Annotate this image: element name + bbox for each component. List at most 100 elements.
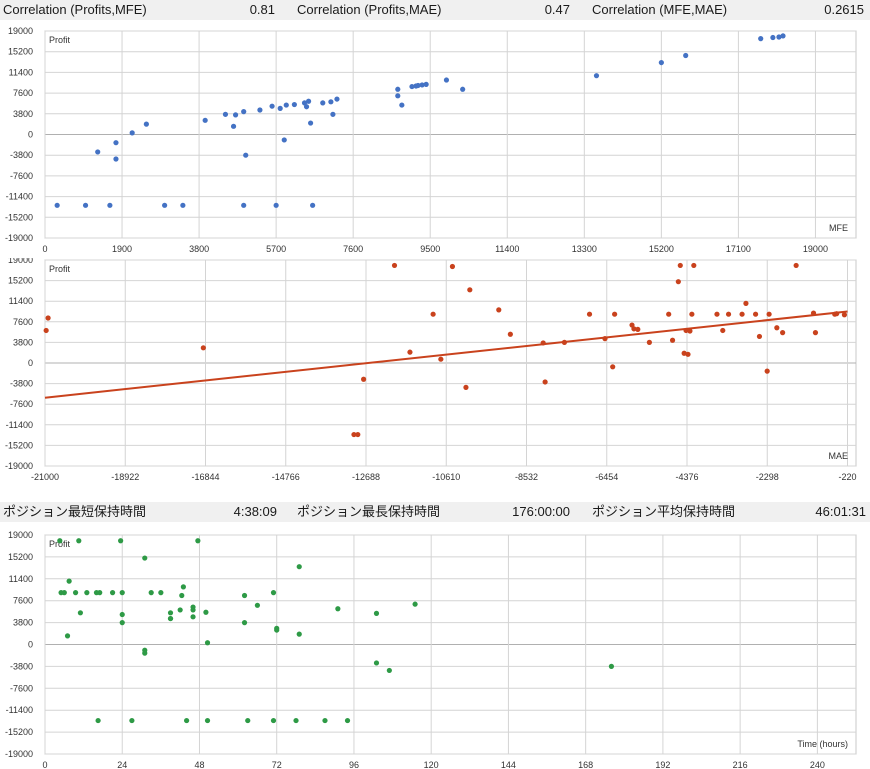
data-point [72,590,79,596]
x-tick-label: 11400 [495,244,519,254]
data-point [669,337,676,343]
data-point [243,152,249,158]
data-point [602,336,608,342]
x-tick-label: -4376 [675,472,698,482]
y-tick-label: 0 [28,640,33,650]
stat-label-max-holding: ポジション最長保持時間 [297,504,441,519]
stat-label-min-holding: ポジション最短保持時間 [3,504,147,519]
data-point [841,312,848,318]
data-point [119,620,125,626]
data-point [158,590,164,596]
y-tick-label: -19000 [5,233,33,243]
data-point [61,590,67,596]
data-point [241,202,247,208]
data-point [593,73,600,79]
data-point [129,130,135,136]
data-point [305,98,312,104]
x-tick-label: 19000 [803,244,828,254]
data-point [355,431,361,438]
data-point [542,379,548,385]
data-point [119,590,125,596]
data-point [561,339,568,345]
y-tick-label: -19000 [5,461,33,471]
data-point [269,103,275,109]
y-tick-label: 15200 [8,552,33,562]
stat-label-profits-mae: Correlation (Profits,MAE) [297,2,442,17]
data-point [270,590,277,596]
y-tick-label: 0 [28,358,33,368]
data-point [245,717,251,724]
data-point [184,717,190,724]
data-point [743,300,749,306]
y-tick-label: 15200 [8,47,33,57]
x-tick-label: 72 [272,760,282,769]
data-point [758,36,764,42]
data-point [586,311,593,317]
data-point [203,609,209,615]
x-tick-label: 13300 [572,244,597,254]
y-tick-label: -3800 [10,661,33,671]
data-point [391,262,398,269]
data-point [714,311,720,317]
data-point [610,364,616,370]
y-tick-label: -11400 [6,192,33,202]
data-point [780,33,786,39]
holding-time-stats-bar: ポジション最短保持時間 4:38:09 ポジション最長保持時間 176:00:0… [0,502,870,522]
stat-label-mfe-mae: Correlation (MFE,MAE) [592,2,728,17]
data-point [631,326,637,332]
data-point [677,262,683,269]
x-tick-label: 5700 [266,244,286,254]
y-tick-label: 15200 [8,276,33,286]
data-point [283,102,289,108]
profit-vs-holding-time-chart: -19000 -15200 -11400 -7600 -3800 0 3800 7600 114… [5,530,857,769]
data-point [241,592,248,599]
data-point [308,120,314,126]
data-point [76,538,82,544]
data-point [142,555,148,561]
x-axis-label: Time (hours) [797,739,848,749]
data-point [373,610,380,616]
x-tick-label: 3800 [189,244,209,254]
stat-value-profits-mae: 0.47 [544,2,570,17]
data-point [82,202,89,208]
data-point [177,607,183,613]
data-point [766,311,772,317]
data-point [129,717,135,724]
trend-line [44,310,848,399]
data-point [407,349,413,355]
data-point [162,202,168,208]
x-tick-label: 1900 [112,244,132,254]
stat-value-profits-mfe: 0.81 [249,2,275,17]
y-tick-label: 11400 [9,574,33,584]
data-point [832,311,838,317]
data-point [395,93,401,99]
data-point [95,717,101,724]
data-point [293,717,299,724]
data-point [412,601,418,607]
data-point [77,610,84,616]
data-point [449,263,456,270]
y-tick-label: 19000 [8,258,33,265]
y-tick-label: 11400 [9,296,33,306]
data-point [658,59,664,66]
y-tick-label: -7600 [10,683,33,693]
data-point [608,663,615,669]
data-point [142,650,148,656]
y-tick-label: -7600 [10,171,33,181]
x-tick-label: 7600 [343,244,363,254]
data-point [328,99,334,105]
stat-label-avg-holding: ポジション平均保持時間 [592,504,736,519]
data-point [273,202,279,208]
data-point [241,109,247,115]
data-point [770,34,776,41]
y-tick-label: -15200 [5,212,33,222]
data-point [202,117,208,123]
x-tick-label: 0 [42,760,47,769]
y-tick-label: 19000 [8,530,33,540]
data-point [507,331,513,337]
data-point [373,660,380,666]
data-point [109,590,116,596]
data-point [691,262,697,269]
data-point [423,81,429,87]
data-point [756,333,763,340]
